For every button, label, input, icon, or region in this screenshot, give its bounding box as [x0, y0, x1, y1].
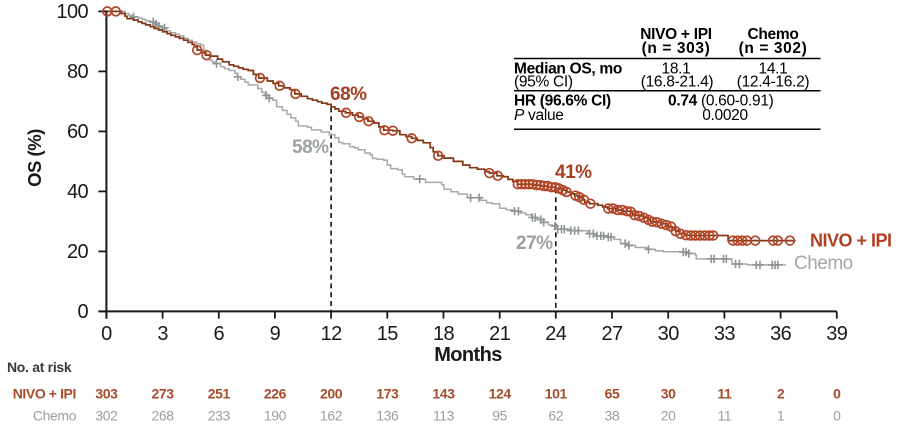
svg-text:20: 20 — [661, 408, 676, 424]
svg-text:1: 1 — [777, 408, 785, 424]
svg-text:9: 9 — [270, 323, 281, 345]
svg-text:15: 15 — [377, 323, 399, 345]
svg-text:0.74 (0.60-0.91): 0.74 (0.60-0.91) — [668, 92, 774, 109]
svg-text:65: 65 — [605, 386, 620, 402]
svg-text:60: 60 — [67, 121, 89, 143]
svg-text:Median OS, mo: Median OS, mo — [514, 61, 622, 78]
svg-text:(12.4-16.2): (12.4-16.2) — [737, 74, 810, 91]
svg-text:80: 80 — [67, 61, 89, 83]
svg-text:0: 0 — [77, 301, 88, 323]
svg-text:0.0020: 0.0020 — [702, 107, 748, 124]
svg-text:162: 162 — [320, 408, 343, 424]
svg-text:273: 273 — [152, 386, 175, 402]
svg-text:100: 100 — [56, 1, 88, 23]
svg-text:(n = 302): (n = 302) — [739, 40, 808, 57]
svg-text:12: 12 — [321, 323, 343, 345]
svg-text:14.1: 14.1 — [759, 61, 788, 78]
svg-text:Chemo: Chemo — [794, 253, 853, 274]
svg-text:Months: Months — [434, 344, 502, 366]
svg-text:P value: P value — [514, 107, 564, 124]
svg-text:2: 2 — [777, 386, 785, 402]
svg-text:OS (%): OS (%) — [24, 129, 45, 187]
svg-text:95: 95 — [492, 408, 507, 424]
svg-text:113: 113 — [433, 408, 455, 424]
svg-text:30: 30 — [658, 323, 680, 345]
svg-text:62: 62 — [548, 408, 563, 424]
svg-text:303: 303 — [95, 386, 118, 402]
svg-text:27: 27 — [601, 323, 623, 345]
svg-text:68%: 68% — [330, 84, 367, 105]
svg-text:136: 136 — [376, 408, 399, 424]
svg-text:33: 33 — [714, 323, 736, 345]
svg-text:173: 173 — [376, 386, 399, 402]
svg-text:HR (96.6% CI): HR (96.6% CI) — [514, 92, 611, 109]
svg-text:(n = 303): (n = 303) — [642, 40, 711, 57]
svg-text:0: 0 — [833, 408, 841, 424]
svg-text:21: 21 — [489, 323, 511, 345]
svg-text:(95% CI): (95% CI) — [514, 74, 573, 91]
svg-text:NIVO + IPI: NIVO + IPI — [13, 386, 76, 402]
svg-text:41%: 41% — [555, 162, 592, 183]
svg-text:302: 302 — [95, 408, 118, 424]
svg-text:58%: 58% — [292, 137, 329, 158]
svg-text:6: 6 — [214, 323, 225, 345]
svg-text:(16.8-21.4): (16.8-21.4) — [641, 74, 714, 91]
svg-text:18.1: 18.1 — [662, 61, 691, 78]
svg-text:No. at risk: No. at risk — [7, 359, 72, 375]
svg-text:30: 30 — [661, 386, 676, 402]
svg-text:36: 36 — [770, 323, 792, 345]
svg-text:38: 38 — [605, 408, 620, 424]
svg-text:190: 190 — [264, 408, 287, 424]
svg-text:11: 11 — [718, 408, 732, 424]
svg-text:0: 0 — [101, 323, 112, 345]
svg-text:NIVO + IPI: NIVO + IPI — [640, 26, 712, 43]
svg-text:233: 233 — [208, 408, 231, 424]
svg-text:Chemo: Chemo — [33, 408, 77, 424]
svg-text:200: 200 — [320, 386, 343, 402]
svg-text:3: 3 — [157, 323, 168, 345]
svg-text:251: 251 — [208, 386, 231, 402]
svg-text:20: 20 — [67, 241, 89, 263]
svg-text:18: 18 — [433, 323, 455, 345]
svg-text:24: 24 — [545, 323, 567, 345]
svg-text:NIVO + IPI: NIVO + IPI — [810, 231, 892, 251]
svg-text:226: 226 — [264, 386, 287, 402]
svg-text:40: 40 — [67, 181, 89, 203]
svg-text:27%: 27% — [516, 233, 553, 254]
svg-text:268: 268 — [152, 408, 175, 424]
svg-text:143: 143 — [432, 386, 455, 402]
svg-text:101: 101 — [545, 386, 568, 402]
svg-text:Chemo: Chemo — [747, 26, 798, 43]
svg-text:0: 0 — [833, 386, 841, 402]
svg-text:11: 11 — [717, 386, 732, 402]
svg-text:39: 39 — [826, 323, 848, 345]
svg-text:124: 124 — [489, 386, 512, 402]
